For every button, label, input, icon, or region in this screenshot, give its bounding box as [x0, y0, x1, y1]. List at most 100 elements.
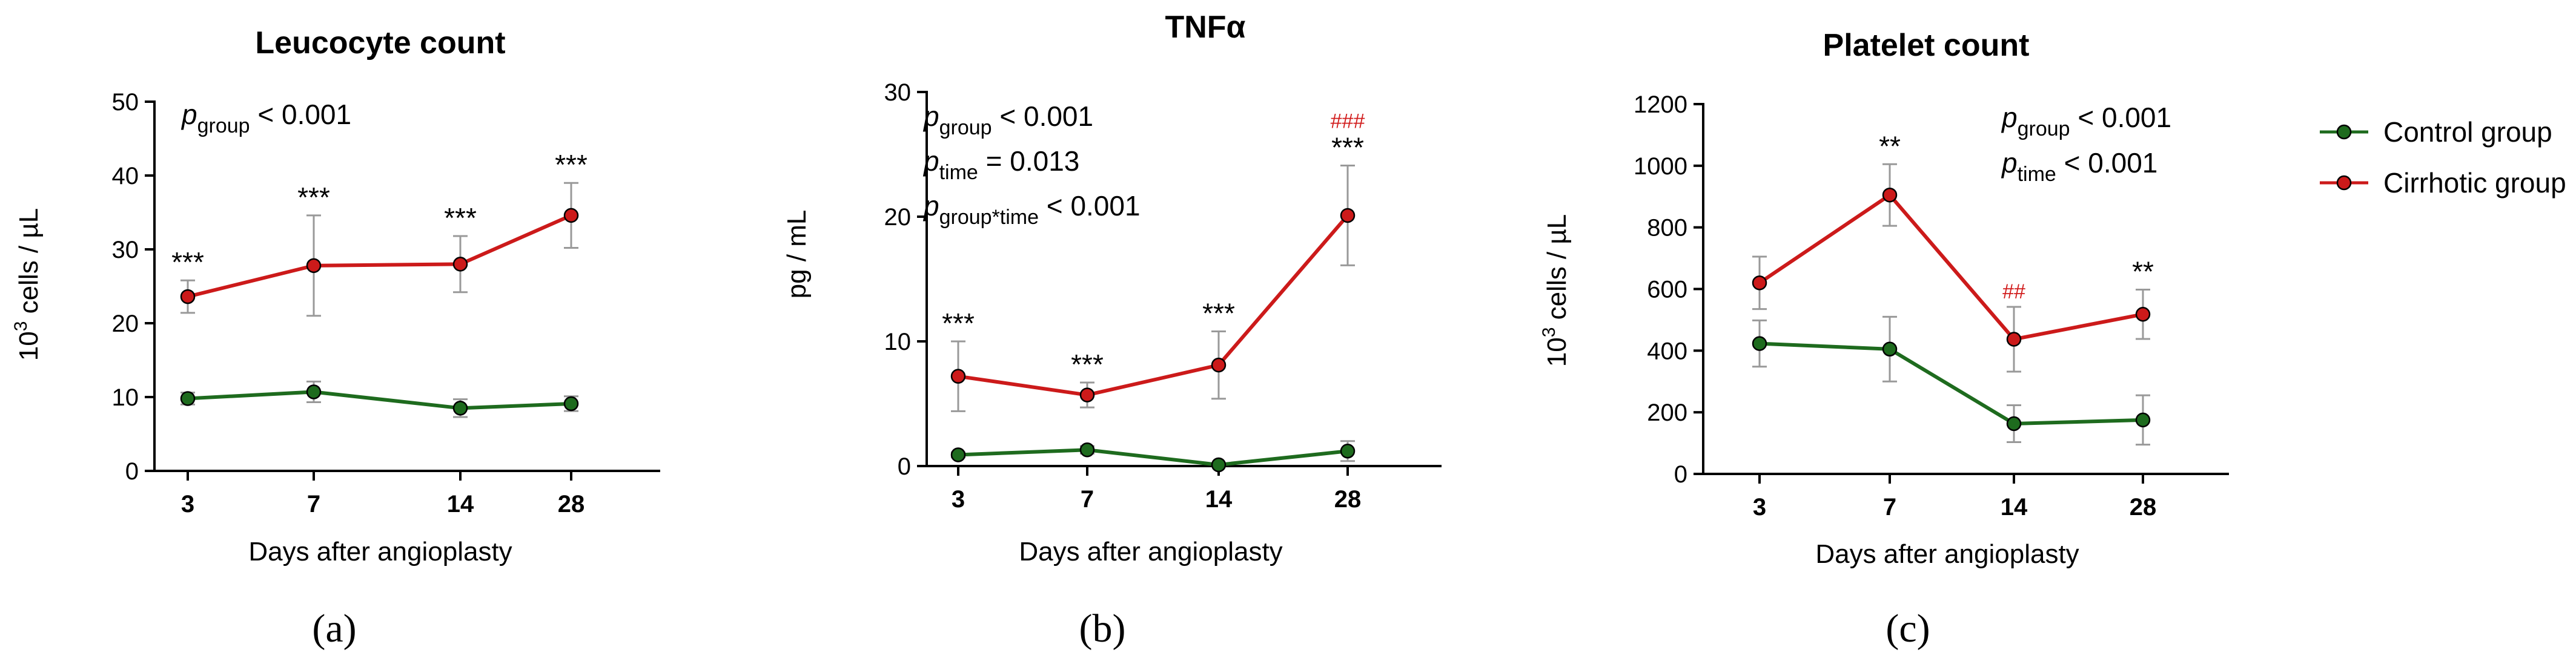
chart-title: TNFα: [1165, 10, 1245, 45]
series-line-control: [1759, 341, 2144, 426]
hash-marker: ##: [2002, 280, 2025, 303]
chart-panel-c: Platelet count (c) Days after angioplast…: [1539, 28, 2229, 651]
chart-panel-a: Leucocyte count (a) Days after angioplas…: [11, 25, 660, 651]
data-point-cirrhotic: [563, 208, 579, 223]
data-point-cirrhotic: [180, 289, 196, 304]
y-tick-label: 30: [884, 79, 912, 106]
series-line-control: [187, 390, 572, 410]
y-tick-label: 200: [1647, 399, 1687, 426]
data-point-control: [1752, 336, 1767, 351]
chart-title: Leucocyte count: [255, 25, 505, 61]
chart-panel-b: TNFα (b) Days after angioplasty pg / mL …: [782, 10, 1442, 651]
data-point-cirrhotic: [306, 258, 322, 274]
significance-marker: **: [2132, 256, 2154, 288]
y-tick-label: 30: [112, 237, 139, 263]
data-point-control: [1079, 442, 1095, 458]
panel-label: (b): [1079, 606, 1126, 651]
data-point-control: [563, 396, 579, 412]
x-tick-label: 14: [1205, 486, 1233, 513]
series-line-cirrhotic: [187, 214, 572, 298]
y-tick-label: 0: [125, 458, 139, 485]
data-point-control: [2006, 416, 2022, 432]
y-axis-label: 103 cells / µL: [1539, 214, 1572, 367]
x-tick-label: 3: [952, 486, 965, 513]
legend-marker-cirrhotic: [2336, 175, 2352, 191]
legend: Control group Cirrhotic group: [2320, 116, 2566, 199]
significance-marker: **: [1879, 130, 1901, 162]
x-tick-label: 28: [2130, 494, 2157, 521]
legend-label-cirrhotic: Cirrhotic group: [2383, 167, 2566, 199]
hash-marker: ###: [1331, 110, 1365, 133]
legend-label-control: Control group: [2383, 116, 2552, 148]
chart-title: Platelet count: [1823, 28, 2030, 63]
series-line-cirrhotic: [1758, 192, 2144, 341]
data-point-cirrhotic: [2006, 332, 2022, 347]
legend-item-cirrhotic: Cirrhotic group: [2320, 167, 2566, 199]
p-value-annotation: ptime = 0.013: [922, 145, 1079, 184]
x-axis-label: Days after angioplasty: [1815, 539, 2079, 569]
y-tick-label: 20: [884, 204, 912, 231]
y-tick-label: 0: [898, 453, 911, 480]
data-point-cirrhotic: [2135, 307, 2151, 322]
x-tick-label: 7: [1081, 486, 1094, 513]
p-value-annotation: pgroup < 0.001: [922, 100, 1093, 139]
y-axis-label: 103 cells / µL: [11, 208, 44, 361]
x-tick-label: 7: [1883, 494, 1896, 521]
data-point-control: [1340, 444, 1356, 459]
data-point-control: [452, 401, 468, 416]
y-tick-label: 0: [1674, 461, 1687, 488]
significance-marker: ***: [1071, 349, 1104, 380]
y-tick-label: 1000: [1634, 153, 1687, 180]
x-tick-label: 3: [181, 491, 194, 518]
data-point-cirrhotic: [1882, 187, 1898, 203]
series-line-control: [958, 448, 1348, 467]
p-value-annotation: pgroup < 0.001: [2001, 102, 2171, 140]
significance-marker: ***: [1331, 132, 1364, 163]
p-value-annotation: pgroup < 0.001: [180, 99, 351, 137]
significance-marker: ***: [297, 182, 330, 213]
data-point-control: [2135, 412, 2151, 428]
significance-marker: ***: [444, 202, 477, 234]
significance-marker: ***: [555, 149, 588, 180]
y-tick-label: 800: [1647, 215, 1687, 242]
data-point-control: [1211, 457, 1227, 473]
data-point-control: [180, 391, 196, 406]
data-point-control: [1882, 341, 1898, 357]
x-tick-label: 3: [1753, 494, 1766, 521]
x-axis-label: Days after angioplasty: [1019, 537, 1282, 567]
legend-item-control: Control group: [2320, 116, 2552, 148]
series-line-cirrhotic: [958, 214, 1349, 397]
data-point-cirrhotic: [950, 369, 966, 384]
panel-label: (a): [312, 606, 356, 651]
data-point-control: [950, 447, 966, 462]
p-value-annotation: pgroup*time < 0.001: [922, 190, 1141, 229]
y-tick-label: 1200: [1634, 91, 1687, 118]
x-axis-label: Days after angioplasty: [248, 537, 512, 567]
data-point-cirrhotic: [452, 257, 468, 272]
y-tick-label: 600: [1647, 277, 1687, 303]
x-tick-label: 28: [1334, 486, 1362, 513]
y-tick-label: 400: [1647, 338, 1687, 364]
p-value-annotation: ptime < 0.001: [2001, 147, 2157, 186]
data-point-cirrhotic: [1079, 387, 1095, 402]
legend-marker-control: [2336, 124, 2352, 140]
y-tick-label: 10: [884, 329, 912, 355]
x-tick-label: 14: [447, 491, 474, 518]
y-tick-label: 20: [112, 310, 139, 337]
data-point-cirrhotic: [1752, 275, 1767, 291]
y-axis-label: pg / mL: [782, 210, 812, 299]
panel-label: (c): [1886, 606, 1930, 651]
significance-marker: ***: [942, 307, 975, 339]
data-point-control: [306, 384, 322, 399]
y-tick-label: 50: [112, 89, 139, 116]
significance-marker: ***: [171, 246, 204, 278]
y-tick-label: 40: [112, 163, 139, 189]
x-tick-label: 14: [2001, 494, 2028, 521]
x-tick-label: 28: [558, 491, 585, 518]
x-tick-label: 7: [307, 491, 320, 518]
significance-marker: ***: [1202, 298, 1235, 329]
y-tick-label: 10: [112, 384, 139, 411]
data-point-cirrhotic: [1340, 208, 1356, 223]
data-point-cirrhotic: [1211, 357, 1227, 373]
